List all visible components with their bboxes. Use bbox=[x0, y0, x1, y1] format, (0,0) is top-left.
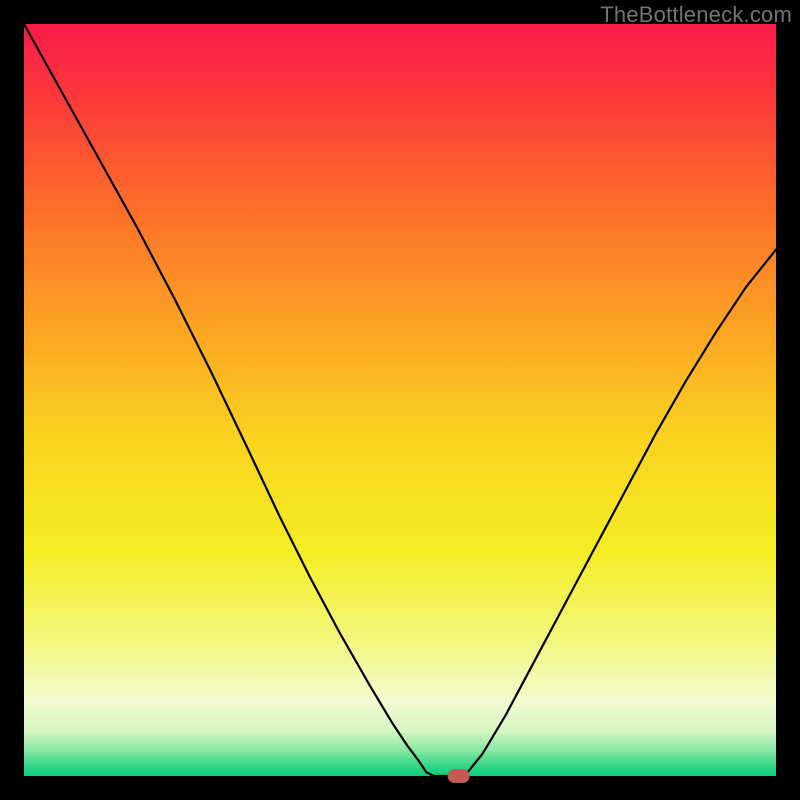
bottleneck-chart bbox=[0, 0, 800, 800]
optimal-point-marker bbox=[448, 769, 470, 783]
watermark-text: TheBottleneck.com bbox=[600, 2, 792, 28]
chart-container: TheBottleneck.com bbox=[0, 0, 800, 800]
plot-background bbox=[24, 24, 776, 776]
